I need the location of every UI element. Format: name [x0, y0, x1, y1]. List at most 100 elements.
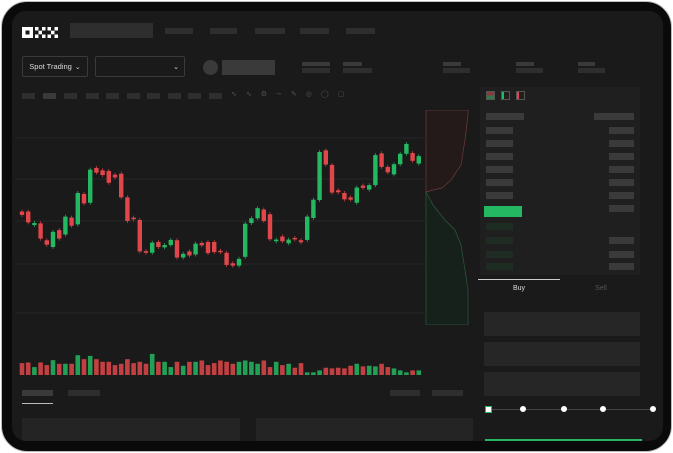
candle[interactable]	[125, 197, 130, 222]
candle[interactable]	[88, 169, 93, 203]
bid-price[interactable]	[486, 237, 513, 244]
price-input[interactable]	[484, 312, 640, 336]
timeframe-button[interactable]	[43, 93, 56, 99]
candle[interactable]	[416, 156, 421, 164]
candle[interactable]	[243, 223, 248, 257]
slider-step[interactable]	[600, 406, 606, 412]
candle[interactable]	[187, 251, 192, 256]
candle[interactable]	[354, 187, 359, 203]
candle[interactable]	[385, 166, 390, 173]
candle[interactable]	[261, 209, 266, 222]
candle[interactable]	[174, 240, 180, 258]
candle[interactable]	[143, 251, 149, 253]
candle[interactable]	[336, 190, 341, 193]
search-bar[interactable]	[70, 23, 153, 38]
buy-button[interactable]	[485, 439, 642, 441]
candle[interactable]	[137, 219, 142, 252]
candle[interactable]	[286, 239, 291, 244]
tab-sell[interactable]: Sell	[595, 285, 607, 292]
candle[interactable]	[410, 153, 415, 161]
bid-price[interactable]	[486, 223, 513, 230]
candle[interactable]	[81, 193, 87, 204]
candle[interactable]	[373, 155, 378, 186]
clock-icon[interactable]: ◯	[320, 91, 329, 98]
candle[interactable]	[249, 218, 254, 224]
tab-order-history[interactable]	[68, 390, 100, 396]
candle[interactable]	[94, 167, 99, 173]
bottom-action[interactable]	[390, 390, 420, 396]
tab-open-orders[interactable]	[22, 390, 53, 396]
candle[interactable]	[317, 152, 322, 201]
timeframe-button[interactable]	[209, 93, 222, 99]
candle[interactable]	[218, 250, 223, 253]
candle[interactable]	[162, 245, 167, 248]
candle[interactable]	[100, 170, 105, 176]
indicator-icon[interactable]: ∿	[231, 91, 237, 98]
candle[interactable]	[181, 253, 186, 258]
ask-price[interactable]	[486, 179, 513, 186]
candle[interactable]	[168, 239, 173, 246]
pair-select-dropdown[interactable]: ⌄	[95, 56, 185, 77]
settings-icon[interactable]: ⚙	[260, 91, 268, 98]
timeframe-button[interactable]	[106, 93, 119, 99]
candle[interactable]	[224, 252, 229, 265]
line-tool-icon[interactable]: ∼	[276, 91, 282, 98]
candle[interactable]	[379, 153, 384, 167]
nav-item[interactable]	[346, 28, 375, 34]
ask-price[interactable]	[486, 192, 513, 199]
candle[interactable]	[236, 258, 242, 266]
candle[interactable]	[305, 216, 310, 240]
candle[interactable]	[398, 153, 403, 165]
candle[interactable]	[26, 211, 31, 223]
target-icon[interactable]: ◎	[305, 91, 312, 98]
candle[interactable]	[342, 192, 347, 200]
timeframe-button[interactable]	[127, 93, 140, 99]
candle[interactable]	[360, 185, 366, 188]
candle[interactable]	[38, 223, 43, 239]
compare-icon[interactable]: ∿	[245, 91, 252, 98]
candle[interactable]	[119, 173, 124, 198]
candle[interactable]	[44, 240, 49, 245]
nav-item[interactable]	[255, 28, 285, 34]
orderbook-asks-icon[interactable]	[516, 91, 525, 100]
candle[interactable]	[69, 217, 74, 226]
candle[interactable]	[156, 241, 161, 248]
nav-item[interactable]	[300, 28, 329, 34]
ask-price[interactable]	[486, 166, 513, 173]
orderbook-bids-icon[interactable]	[501, 91, 510, 100]
timeframe-button[interactable]	[188, 93, 201, 99]
tab-buy[interactable]: Buy	[512, 285, 526, 292]
candlestick-chart[interactable]	[15, 110, 425, 380]
nav-item[interactable]	[210, 28, 237, 34]
candle[interactable]	[255, 208, 260, 219]
draw-icon[interactable]: ✎	[290, 91, 297, 98]
candle[interactable]	[311, 199, 316, 218]
candle[interactable]	[348, 197, 353, 200]
candle[interactable]	[329, 164, 335, 193]
orderbook-both-icon[interactable]	[486, 91, 495, 100]
fullscreen-icon[interactable]: ▢	[337, 91, 345, 98]
candle[interactable]	[106, 170, 111, 183]
bottom-action[interactable]	[432, 390, 463, 396]
slider-handle[interactable]	[485, 406, 492, 413]
candle[interactable]	[57, 230, 62, 239]
spot-trading-dropdown[interactable]: Spot Trading ⌄	[22, 56, 88, 77]
candle[interactable]	[131, 217, 136, 220]
candle[interactable]	[205, 241, 211, 254]
candle[interactable]	[50, 231, 56, 248]
candle[interactable]	[280, 236, 285, 242]
candle[interactable]	[323, 150, 328, 165]
total-input[interactable]	[484, 372, 640, 396]
timeframe-button[interactable]	[86, 93, 99, 99]
nav-item[interactable]	[165, 28, 193, 34]
timeframe-button[interactable]	[147, 93, 160, 99]
slider-step[interactable]	[520, 406, 526, 412]
ask-price[interactable]	[486, 140, 513, 147]
candle[interactable]	[75, 192, 80, 225]
candle[interactable]	[292, 237, 297, 240]
candle[interactable]	[230, 263, 235, 266]
slider-step[interactable]	[561, 406, 567, 412]
candle[interactable]	[391, 164, 397, 175]
candle[interactable]	[32, 223, 37, 226]
candle[interactable]	[367, 185, 372, 190]
